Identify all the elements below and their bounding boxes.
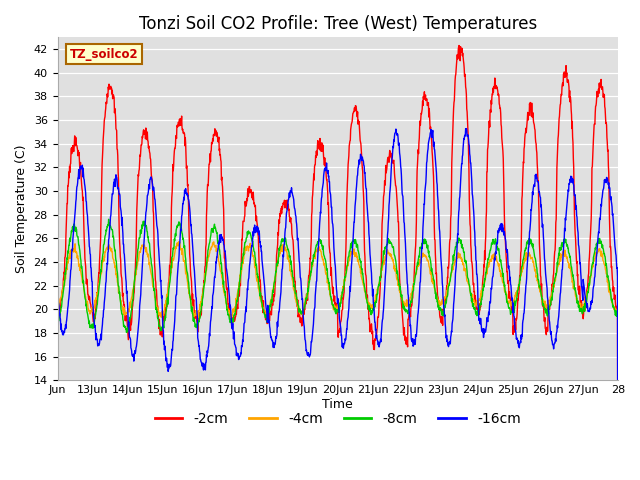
-16cm: [607, 194, 615, 200]
-4cm: [553, 270, 561, 276]
-2cm: [455, 43, 463, 48]
-4cm: [607, 296, 615, 301]
-16cm: [141, 219, 149, 225]
-2cm: [552, 216, 560, 222]
-4cm: [313, 247, 321, 252]
Y-axis label: Soil Temperature (C): Soil Temperature (C): [15, 144, 28, 273]
-4cm: [175, 239, 183, 244]
Text: TZ_soilco2: TZ_soilco2: [70, 48, 138, 60]
-4cm: [54, 306, 61, 312]
Legend: -2cm, -4cm, -8cm, -16cm: -2cm, -4cm, -8cm, -16cm: [149, 407, 526, 432]
-2cm: [607, 249, 615, 255]
-16cm: [552, 332, 560, 337]
Line: -2cm: -2cm: [58, 46, 618, 480]
-16cm: [470, 215, 478, 221]
-4cm: [324, 278, 332, 284]
-16cm: [312, 279, 320, 285]
-16cm: [54, 289, 61, 295]
Line: -16cm: -16cm: [58, 129, 618, 480]
Title: Tonzi Soil CO2 Profile: Tree (West) Temperatures: Tonzi Soil CO2 Profile: Tree (West) Temp…: [139, 15, 537, 33]
-8cm: [614, 310, 621, 316]
-2cm: [323, 177, 331, 182]
-16cm: [323, 168, 331, 173]
-2cm: [470, 289, 478, 295]
-8cm: [324, 276, 332, 281]
-2cm: [141, 130, 149, 135]
-4cm: [470, 299, 478, 305]
Line: -8cm: -8cm: [58, 219, 618, 333]
-2cm: [54, 300, 61, 306]
-8cm: [470, 306, 478, 312]
X-axis label: Time: Time: [323, 398, 353, 411]
-8cm: [607, 297, 615, 303]
Line: -4cm: -4cm: [58, 241, 618, 318]
-8cm: [553, 269, 561, 275]
-8cm: [105, 216, 113, 222]
-8cm: [123, 330, 131, 336]
-8cm: [142, 224, 150, 229]
-2cm: [312, 148, 320, 154]
-4cm: [141, 245, 149, 251]
-8cm: [313, 241, 321, 247]
-8cm: [54, 322, 61, 327]
-4cm: [614, 306, 621, 312]
-4cm: [227, 315, 234, 321]
-16cm: [463, 126, 470, 132]
